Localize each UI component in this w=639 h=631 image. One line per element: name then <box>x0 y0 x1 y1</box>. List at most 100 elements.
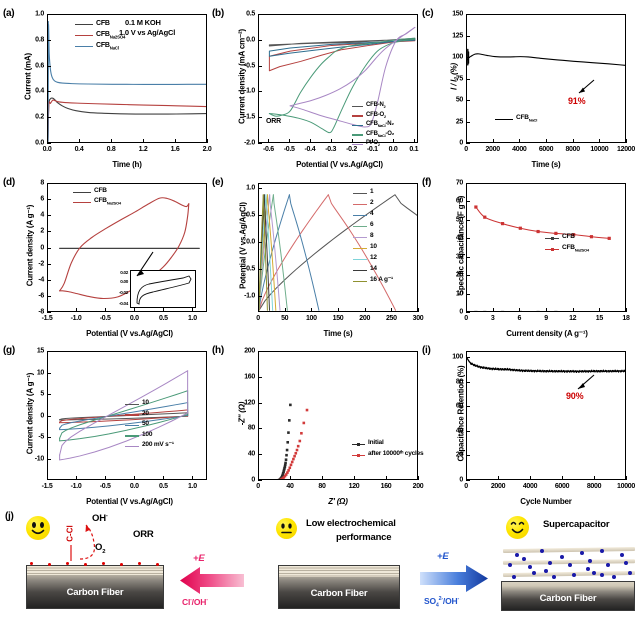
x-tick-label: 300 <box>412 315 424 322</box>
axis-tick-mark <box>530 476 531 480</box>
x-tick-label: 8000 <box>586 483 602 490</box>
y-tick-label: 30 <box>455 253 463 261</box>
x-tick-label: 1.6 <box>170 146 180 153</box>
axis-tick-mark <box>626 476 627 480</box>
y-tick-label: 0.0 <box>35 139 44 147</box>
y-tick-label: -1.0 <box>244 87 255 95</box>
y-tick-label: 0.0 <box>246 36 255 44</box>
axis-tick-mark <box>258 39 262 41</box>
axis-tick-mark <box>289 139 291 143</box>
x-tick-label: -1.5 <box>41 483 53 490</box>
x-tick-label: 8000 <box>565 146 580 153</box>
axis-tick-mark <box>546 139 547 143</box>
panel-b-label: (b) <box>212 8 224 19</box>
x-tick-label: 0.0 <box>129 483 139 490</box>
axis-tick-mark <box>258 14 262 15</box>
x-tick-label: 2000 <box>490 483 506 490</box>
legend-swatch <box>353 236 367 239</box>
legend-label: CFBNa2SO4 <box>94 197 121 206</box>
legend-swatch <box>352 124 363 127</box>
panel-a-plot <box>48 20 206 142</box>
y-tick-label: 40 <box>455 234 463 242</box>
axis-tick-mark <box>599 139 601 143</box>
axis-tick-mark <box>105 476 107 480</box>
y-tick-label: 4 <box>40 211 44 219</box>
y-tick-label: 0 <box>40 244 44 251</box>
x-tick-label: 0.1 <box>409 146 419 153</box>
x-tick-label: 200 <box>359 315 371 322</box>
y-tick-label: 10 <box>36 369 44 376</box>
axis-tick-mark <box>134 308 136 312</box>
panel-h-ylabel: -Z'' (Ω) <box>237 401 247 426</box>
axis-tick-mark <box>47 458 51 460</box>
legend-swatch <box>353 203 367 206</box>
sulfate-dot <box>532 571 536 575</box>
sulfate-dot <box>620 553 624 557</box>
happy-face-icon-right <box>506 516 529 539</box>
axis-tick-mark <box>322 476 323 480</box>
legend-label: 20 <box>142 409 149 417</box>
axis-tick-mark <box>47 14 51 15</box>
x-tick-label: 2.0 <box>202 146 212 153</box>
legend-swatch <box>353 280 367 283</box>
y-tick-label: 160 <box>244 373 255 381</box>
axis-tick-mark <box>466 312 470 313</box>
axis-tick-mark <box>258 143 262 144</box>
legend-label: CFBNaCl-N₂ <box>366 121 394 129</box>
x-tick-label: 120 <box>348 483 360 490</box>
y-tick-label: 80 <box>455 378 463 386</box>
panel-e-xlabel: Time (s) <box>323 329 353 338</box>
y-tick-label: 0 <box>251 476 255 484</box>
axis-tick-mark <box>258 428 262 430</box>
y-tick-label: -4 <box>38 276 44 284</box>
y-tick-label: 0.8 <box>35 36 44 44</box>
o2-product-label: O2 <box>95 542 106 555</box>
carbon-fiber-block-middle: Carbon Fiber <box>278 565 400 609</box>
axis-tick-mark <box>47 183 51 184</box>
legend-label: 100 <box>142 430 153 438</box>
y-tick-label: 1.0 <box>35 10 44 18</box>
x-tick-label: 40 <box>286 483 294 490</box>
axis-tick-mark <box>47 295 51 297</box>
panel-f-plot <box>474 205 611 311</box>
axis-tick-mark <box>466 143 470 144</box>
axis-tick-mark <box>47 312 51 313</box>
y-tick-label: 0.0 <box>246 238 255 246</box>
inset-y-tick-label: -0.04 <box>119 301 128 306</box>
axis-tick-mark <box>466 238 470 240</box>
y-tick-label: 0.2 <box>35 113 44 121</box>
panel-b-ylabel: Current density (mA cm⁻²) <box>237 29 247 124</box>
axis-tick-mark <box>594 476 595 480</box>
sulfate-dot <box>580 551 584 555</box>
x-tick-label: 15 <box>595 315 603 322</box>
axis-tick-mark <box>413 139 415 143</box>
legend-label: CFB-N2 <box>366 102 386 110</box>
axis-tick-mark <box>47 215 51 217</box>
axis-tick-mark <box>163 476 165 480</box>
axis-tick-mark <box>466 100 470 101</box>
panel-i-plot <box>467 357 625 374</box>
panel-d-inset-plot <box>136 275 192 305</box>
y-tick-label: 20 <box>455 451 463 459</box>
sulfate-dot <box>552 575 556 579</box>
y-tick-label: 60 <box>455 197 463 205</box>
neutral-face-icon <box>276 518 297 539</box>
axis-tick-mark <box>364 308 366 312</box>
legend-label: CFBNaCl <box>96 42 119 51</box>
legend-swatch <box>353 225 367 228</box>
axis-tick-mark <box>466 357 470 359</box>
sulfate-dot <box>572 573 576 577</box>
panel-h-xlabel: Z' (Ω) <box>328 497 348 506</box>
y-tick-label: 50 <box>455 96 463 104</box>
legend-swatch <box>352 115 363 117</box>
x-tick-label: 10000 <box>617 483 635 490</box>
y-tick-label: 120 <box>244 399 255 407</box>
y-tick-label: -0.5 <box>244 265 255 273</box>
axis-tick-mark <box>258 215 262 217</box>
axis-tick-mark <box>309 139 311 143</box>
axis-tick-mark <box>258 269 262 270</box>
chloride-dot <box>30 562 34 566</box>
legend-label: Initial <box>368 439 384 446</box>
axis-tick-mark <box>391 308 393 312</box>
